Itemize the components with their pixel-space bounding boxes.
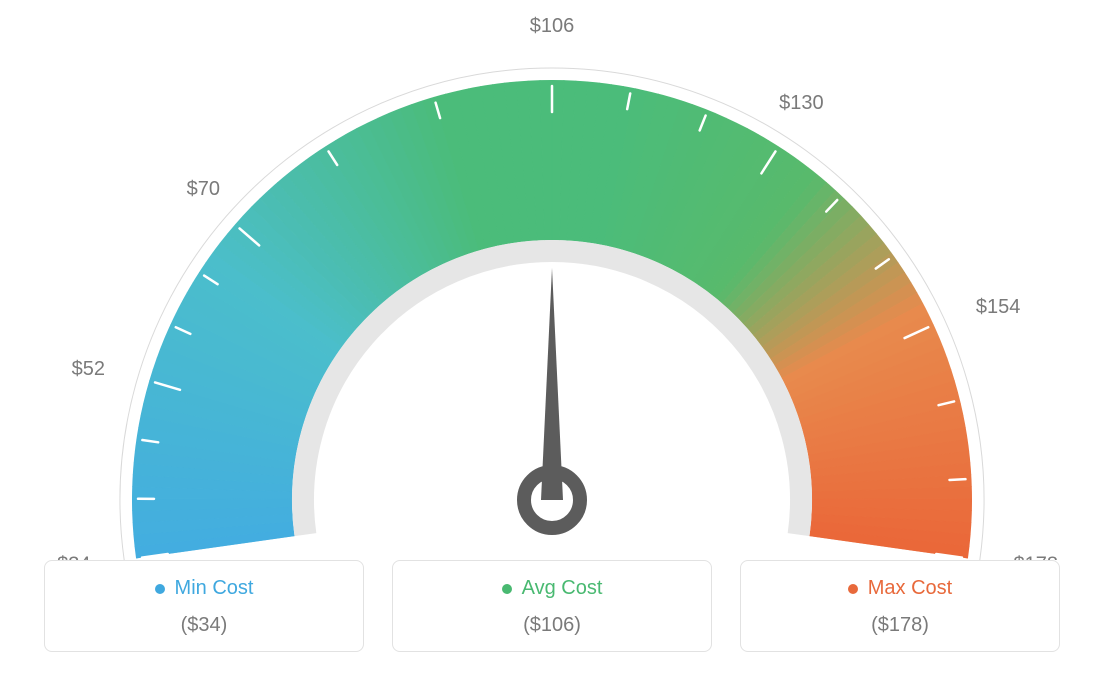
svg-text:$52: $52	[72, 358, 105, 380]
legend-value: ($34)	[55, 614, 353, 637]
dot-icon	[155, 584, 165, 594]
dot-icon	[502, 584, 512, 594]
legend-label: Max Cost	[868, 577, 952, 600]
legend-label: Avg Cost	[522, 577, 603, 600]
legend-value: ($106)	[403, 614, 701, 637]
legend-value: ($178)	[751, 614, 1049, 637]
svg-text:$34: $34	[57, 553, 90, 560]
legend-title-avg: Avg Cost	[502, 577, 603, 600]
cost-gauge-chart: $34 $52 $70 $106 $130 $154 $178	[0, 0, 1104, 560]
svg-text:$178: $178	[1014, 553, 1059, 560]
svg-text:$106: $106	[530, 15, 575, 37]
legend-title-max: Max Cost	[848, 577, 952, 600]
svg-text:$154: $154	[976, 296, 1021, 318]
gauge-svg: $34 $52 $70 $106 $130 $154 $178	[0, 0, 1104, 560]
dot-icon	[848, 584, 858, 594]
legend-card-max: Max Cost ($178)	[740, 560, 1060, 652]
svg-text:$130: $130	[779, 92, 824, 114]
svg-text:$70: $70	[187, 178, 220, 200]
legend-card-min: Min Cost ($34)	[44, 560, 364, 652]
legend-row: Min Cost ($34) Avg Cost ($106) Max Cost …	[0, 560, 1104, 652]
legend-label: Min Cost	[175, 577, 254, 600]
legend-card-avg: Avg Cost ($106)	[392, 560, 712, 652]
legend-title-min: Min Cost	[155, 577, 254, 600]
